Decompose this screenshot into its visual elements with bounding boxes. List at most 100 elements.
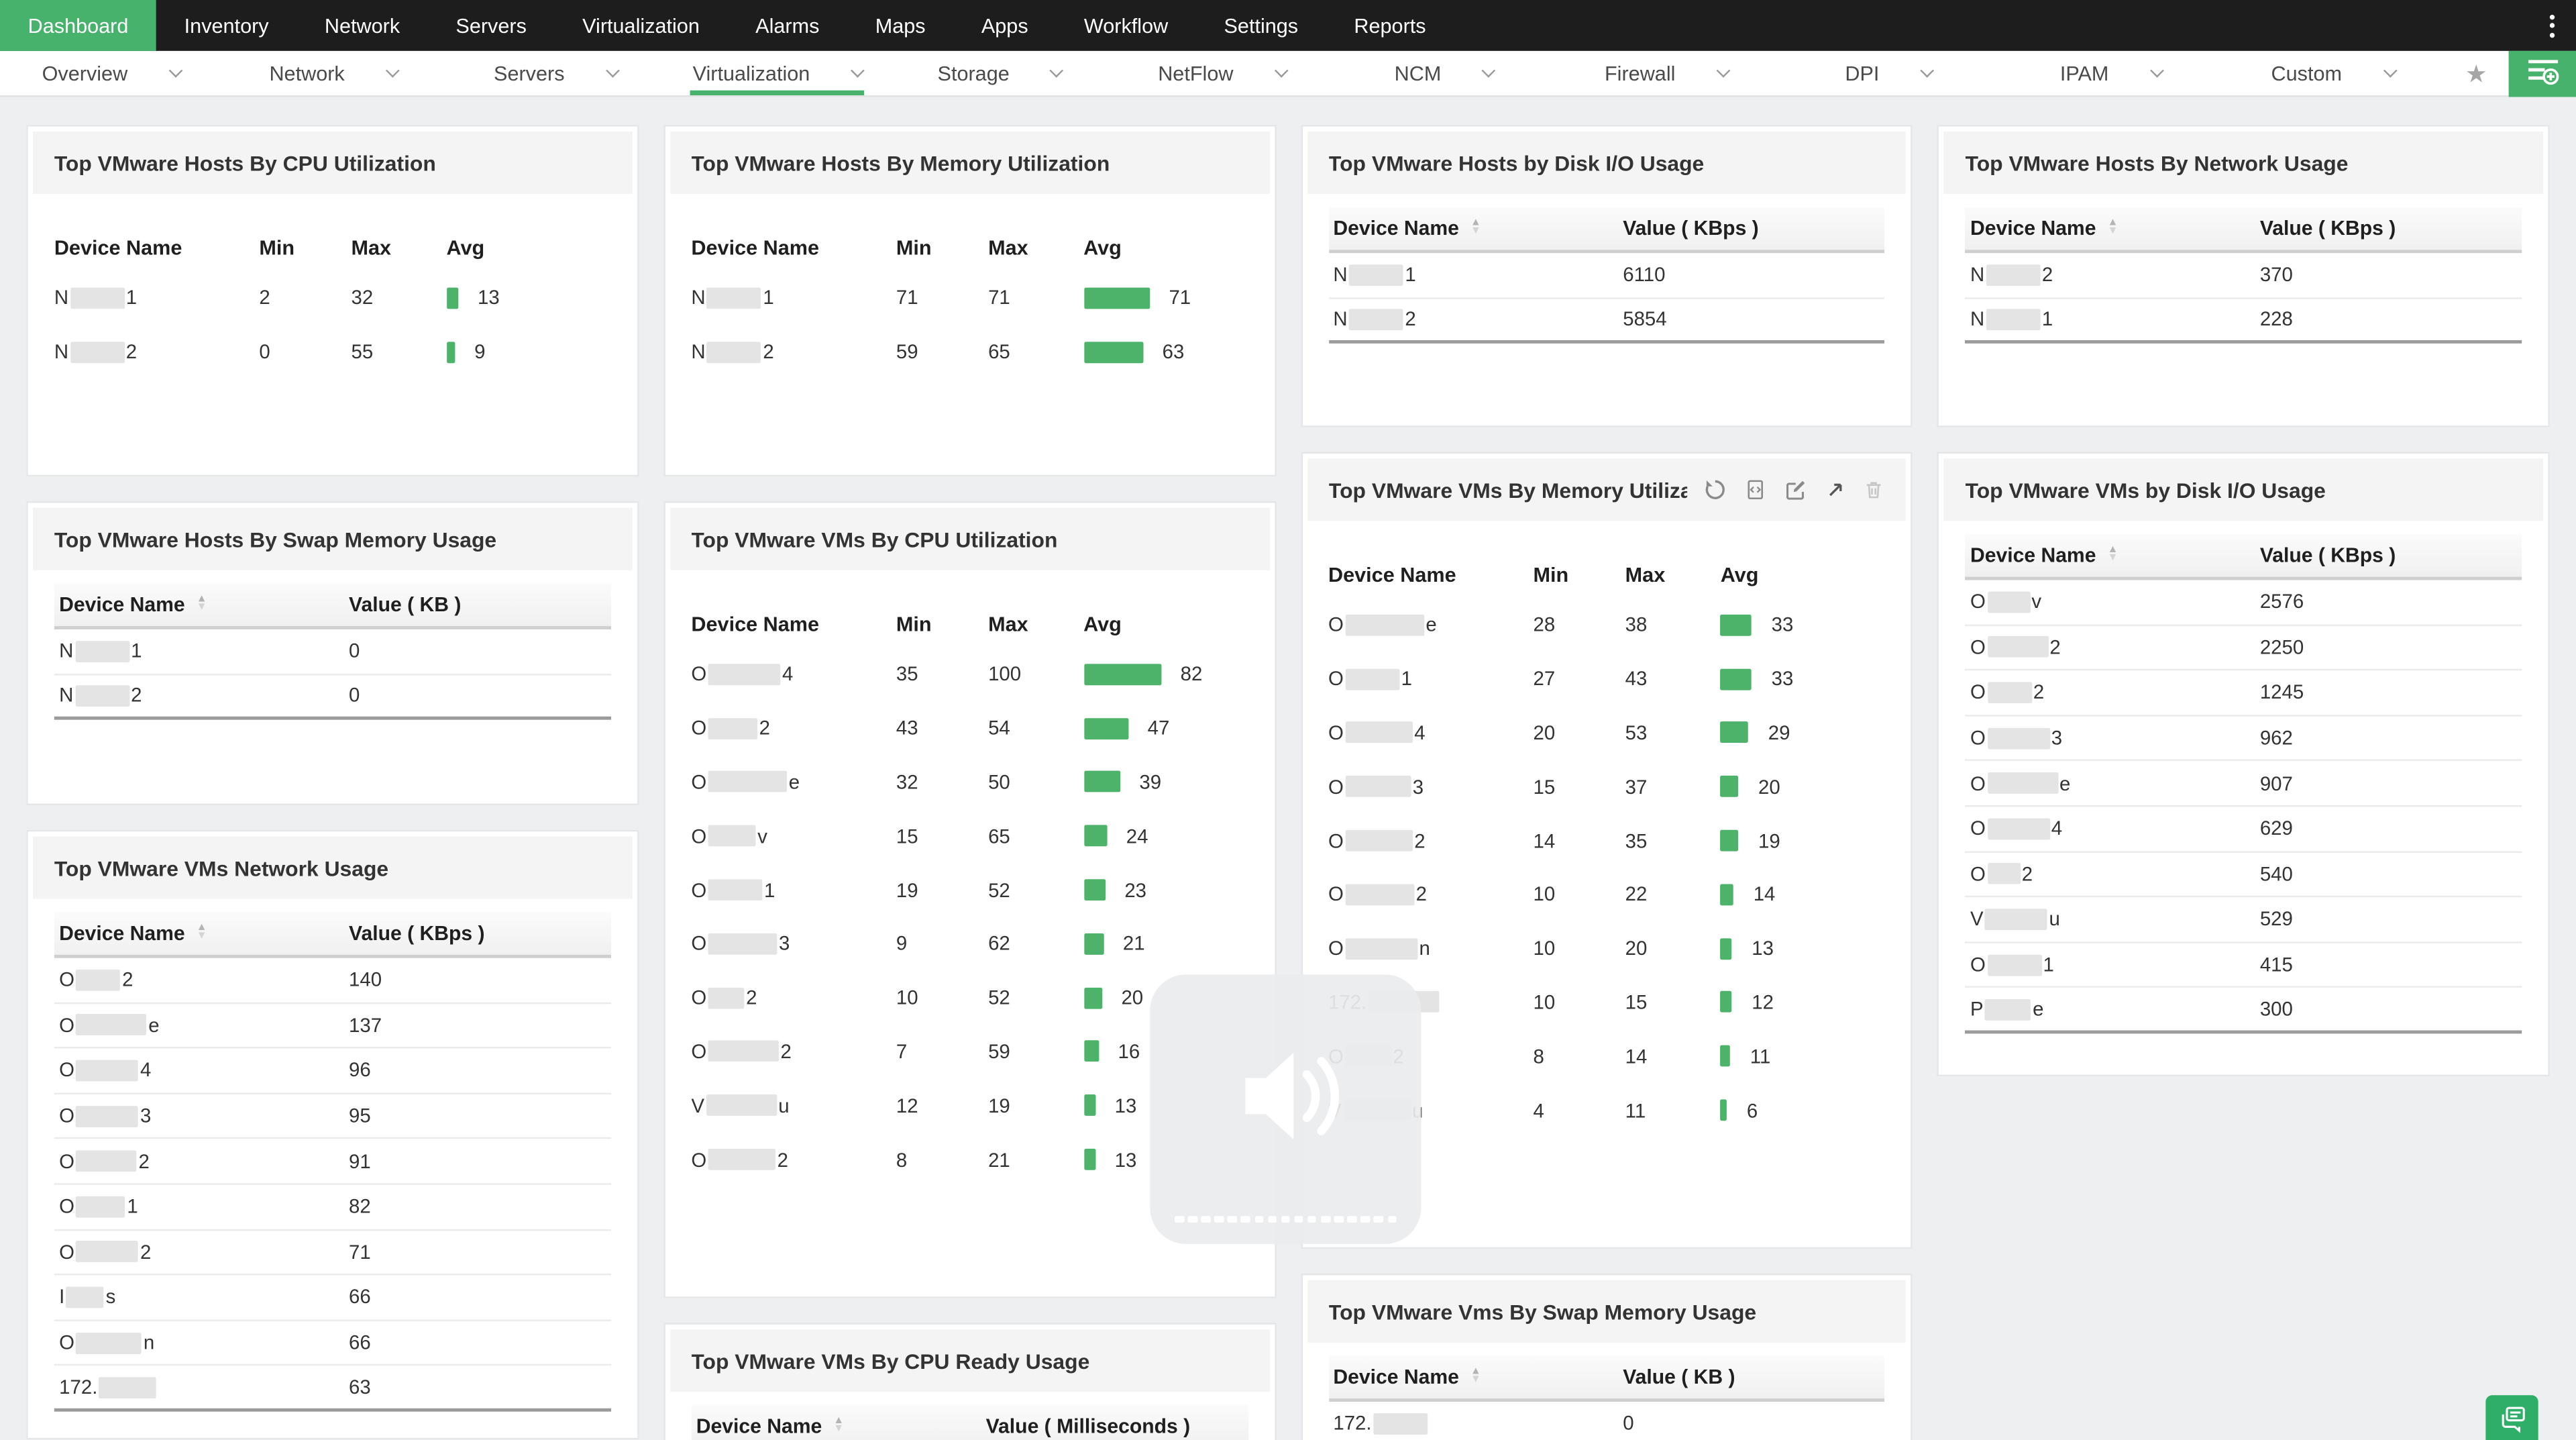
- column-header-device[interactable]: Device Name ▲ ▼: [59, 922, 349, 945]
- table-row[interactable]: O 4 20 53 29: [1328, 706, 1885, 760]
- table-row[interactable]: O 2 8 21 13: [691, 1133, 1248, 1186]
- table-row[interactable]: O 3 95: [54, 1094, 611, 1140]
- table-row[interactable]: N 2 59 65 63: [691, 325, 1248, 378]
- column-header-device[interactable]: Device Name ▲ ▼: [1333, 1366, 1623, 1388]
- column-header-device[interactable]: Device Name ▲ ▼: [1333, 217, 1623, 240]
- column-header-device[interactable]: Device Name ▲ ▼: [1970, 544, 2260, 567]
- tab-ncm[interactable]: NCM: [1333, 51, 1555, 95]
- table-row[interactable]: N 2 5854: [1328, 299, 1885, 344]
- tab-firewall[interactable]: Firewall: [1555, 51, 1777, 95]
- tab-ipam[interactable]: IPAM: [2000, 51, 2222, 95]
- table-row[interactable]: O 2 2250: [1965, 625, 2522, 671]
- tab-custom[interactable]: Custom: [2222, 51, 2444, 95]
- nav-item-servers[interactable]: Servers: [455, 13, 527, 38]
- table-row[interactable]: O 4 96: [54, 1049, 611, 1094]
- table-row[interactable]: O 3 962: [1965, 716, 2522, 762]
- nav-item-maps[interactable]: Maps: [875, 13, 926, 38]
- add-widget-button[interactable]: [2508, 50, 2576, 97]
- device-name-link[interactable]: 172.: [1333, 1412, 1623, 1435]
- nav-item-alarms[interactable]: Alarms: [755, 13, 820, 38]
- nav-item-settings[interactable]: Settings: [1224, 13, 1299, 38]
- tab-servers[interactable]: Servers: [444, 51, 666, 95]
- table-row[interactable]: O 3 15 37 20: [1328, 760, 1885, 813]
- table-row[interactable]: O 3 9 62 21: [691, 917, 1248, 971]
- nav-item-network[interactable]: Network: [324, 13, 400, 38]
- table-row[interactable]: O 1 19 52 23: [691, 863, 1248, 917]
- tab-storage[interactable]: Storage: [889, 51, 1111, 95]
- table-row[interactable]: O 2 10 22 14: [1328, 868, 1885, 921]
- tab-netflow[interactable]: NetFlow: [1111, 51, 1333, 95]
- export-icon[interactable]: [1745, 478, 1766, 501]
- nav-item-reports[interactable]: Reports: [1354, 13, 1426, 38]
- column-header-device[interactable]: Device Name ▲ ▼: [696, 1415, 986, 1438]
- nav-item-workflow[interactable]: Workflow: [1083, 13, 1169, 38]
- table-row[interactable]: N 1 2 32 13: [54, 271, 611, 325]
- table-row[interactable]: O 2 71: [54, 1230, 611, 1276]
- refresh-icon[interactable]: [1704, 478, 1727, 501]
- table-row[interactable]: N 1 6110: [1328, 253, 1885, 299]
- nav-item-apps[interactable]: Apps: [981, 13, 1028, 38]
- tab-overview[interactable]: Overview: [0, 51, 222, 95]
- resize-icon[interactable]: [1825, 480, 1845, 499]
- table-row[interactable]: N 2 0 55 9: [54, 325, 611, 378]
- table-row[interactable]: O 1 415: [1965, 943, 2522, 988]
- table-row[interactable]: 172. 0: [1328, 1402, 1885, 1440]
- nav-item-inventory[interactable]: Inventory: [184, 13, 269, 38]
- column-header-device[interactable]: Device Name ▲ ▼: [1970, 217, 2260, 240]
- table-row[interactable]: O 2 7 59 16: [691, 1025, 1248, 1078]
- table-row[interactable]: O 4 629: [1965, 807, 2522, 852]
- nav-item-dashboard[interactable]: Dashboard: [0, 0, 157, 51]
- table-row[interactable]: N 2 370: [1965, 253, 2522, 299]
- tab-dpi[interactable]: DPI: [1778, 51, 2000, 95]
- support-chat-button[interactable]: [2485, 1395, 2538, 1440]
- table-row[interactable]: O 2 91: [54, 1139, 611, 1185]
- nav-item-virtualization[interactable]: Virtualization: [582, 13, 700, 38]
